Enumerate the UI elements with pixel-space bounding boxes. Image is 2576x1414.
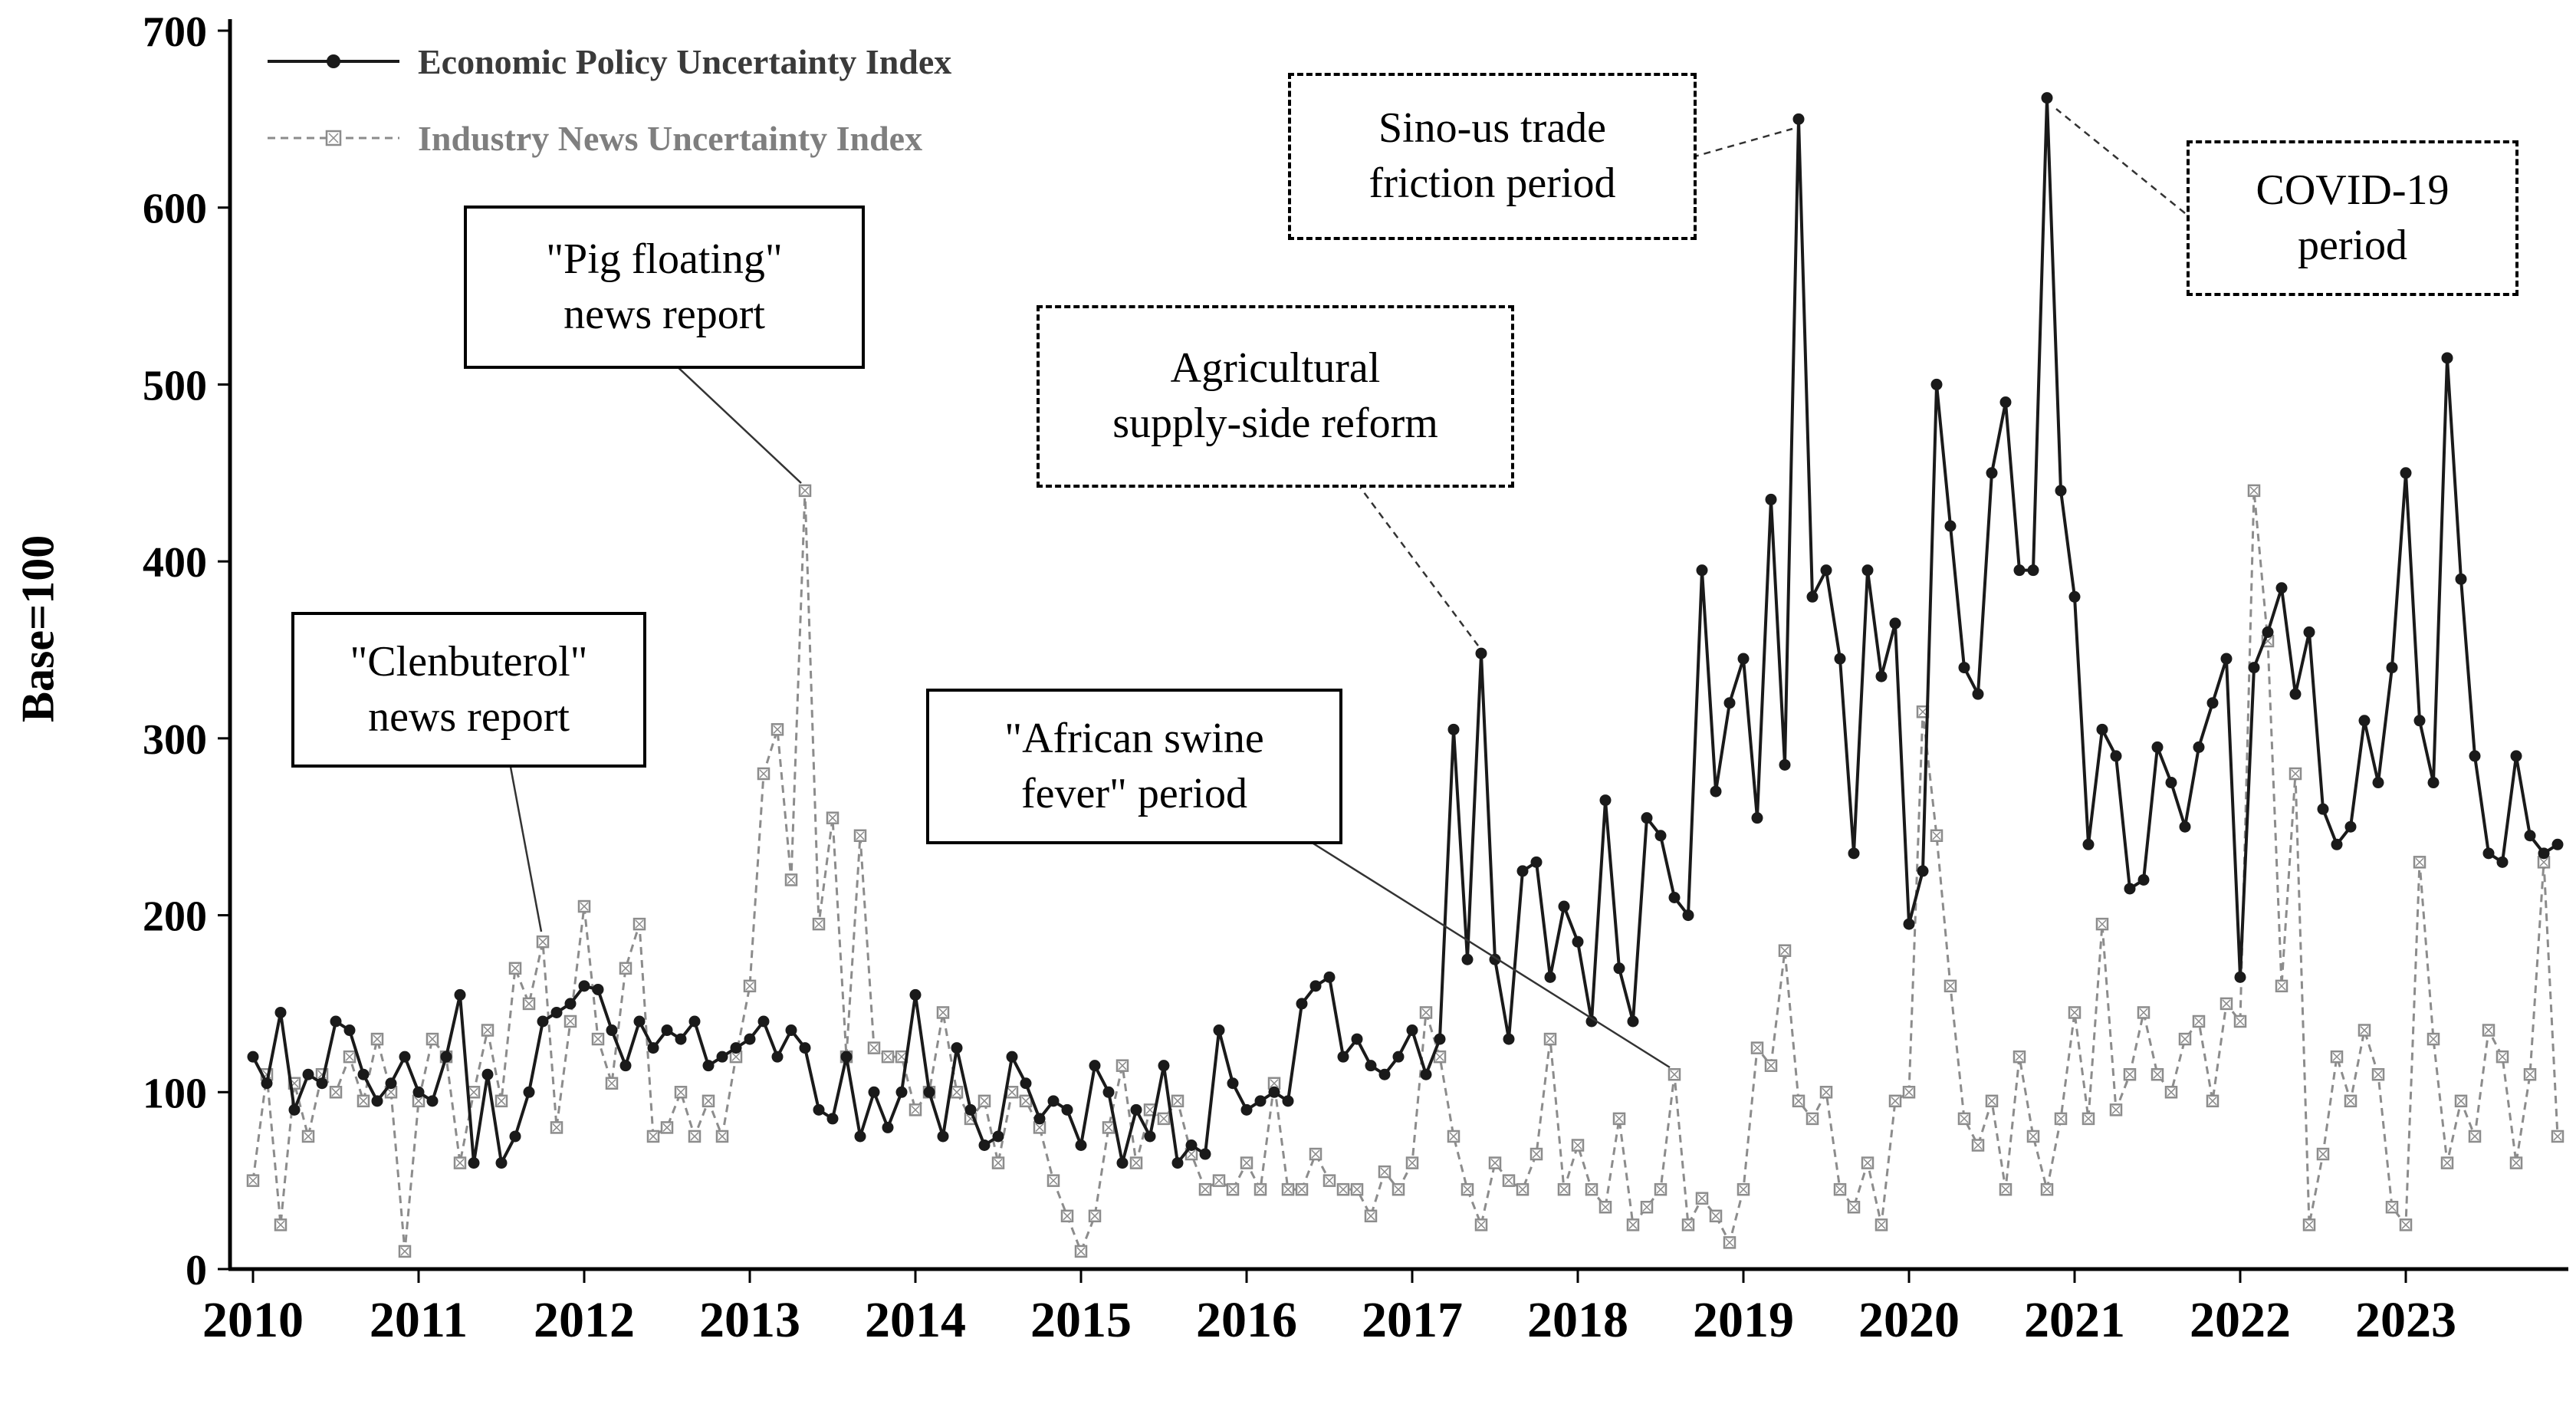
annotation-text-line1: COVID-19 — [2256, 166, 2450, 214]
inu-line-marker-icon — [264, 124, 402, 152]
annotation-text-line2: news report — [564, 290, 765, 338]
y-tick-label: 300 — [143, 716, 207, 764]
y-tick-label: 500 — [143, 362, 207, 409]
annotation-text-line1: "Clenbuterol" — [350, 637, 588, 686]
x-tick-label: 2014 — [865, 1292, 966, 1348]
x-axis-ticks: 2010 2011 2012 2013 2014 2015 2016 2017 2018 2019… — [202, 1269, 2456, 1348]
y-tick-label: 600 — [143, 186, 207, 233]
epu-line-marker-icon — [264, 48, 402, 75]
x-tick-label: 2019 — [1693, 1292, 1794, 1348]
x-tick-label: 2016 — [1196, 1292, 1297, 1348]
y-tick-label: 200 — [143, 893, 207, 941]
annotation-text-line1: "African swine — [1004, 714, 1264, 762]
series-industry-news-uncertainty — [246, 484, 2564, 1258]
annotation-text-line2: fever" period — [1021, 769, 1247, 817]
y-tick-label: 100 — [143, 1070, 207, 1117]
x-tick-label: 2015 — [1030, 1292, 1132, 1348]
annotation-text-line1: "Pig floating" — [546, 235, 783, 283]
x-tick-label: 2011 — [370, 1292, 468, 1348]
annotation-covid19: COVID-19 period — [2187, 140, 2518, 296]
annotation-pig-floating: "Pig floating" news report — [464, 206, 865, 369]
annotation-text-line2: period — [2297, 221, 2408, 269]
series-economic-policy-uncertainty — [247, 92, 2564, 1169]
y-tick-label: 0 — [186, 1247, 207, 1294]
annotation-leader-lines — [508, 108, 2186, 1069]
legend-label-epu: Economic Policy Uncertainty Index — [418, 41, 952, 81]
x-tick-label: 2018 — [1527, 1292, 1628, 1348]
legend-item-epu: Economic Policy Uncertainty Index — [264, 23, 951, 100]
legend-item-inu: Industry News Uncertainty Index — [264, 100, 951, 176]
legend: Economic Policy Uncertainty Index Indust… — [264, 23, 951, 176]
annotation-sino-us-trade-friction: Sino-us trade friction period — [1288, 73, 1697, 240]
axes — [228, 19, 2568, 1271]
annotation-clenbuterol: "Clenbuterol" news report — [291, 612, 646, 768]
x-tick-label: 2021 — [2024, 1292, 2125, 1348]
annotation-text-line2: supply-side reform — [1112, 400, 1438, 447]
annotation-text-line1: Sino-us trade — [1378, 104, 1607, 153]
legend-label-inu: Industry News Uncertainty Index — [418, 118, 923, 158]
x-tick-label: 2017 — [1362, 1292, 1463, 1348]
x-tick-label: 2013 — [699, 1292, 800, 1348]
y-tick-label: 700 — [143, 8, 207, 56]
x-tick-label: 2020 — [1858, 1292, 1960, 1348]
annotation-agricultural-reform: Agricultural supply-side reform — [1037, 305, 1514, 488]
x-tick-label: 2012 — [534, 1292, 635, 1348]
annotation-text-line2: news report — [368, 692, 570, 741]
x-tick-label: 2010 — [202, 1292, 304, 1348]
x-tick-label: 2023 — [2355, 1292, 2456, 1348]
annotation-text-line2: friction period — [1368, 159, 1616, 207]
annotation-african-swine-fever: "African swine fever" period — [926, 689, 1342, 844]
annotation-text-line1: Agricultural — [1170, 344, 1381, 393]
y-tick-label: 400 — [143, 539, 207, 587]
y-axis-ticks: 0 100 200 300 400 500 600 700 — [143, 8, 230, 1294]
x-tick-label: 2022 — [2190, 1292, 2291, 1348]
